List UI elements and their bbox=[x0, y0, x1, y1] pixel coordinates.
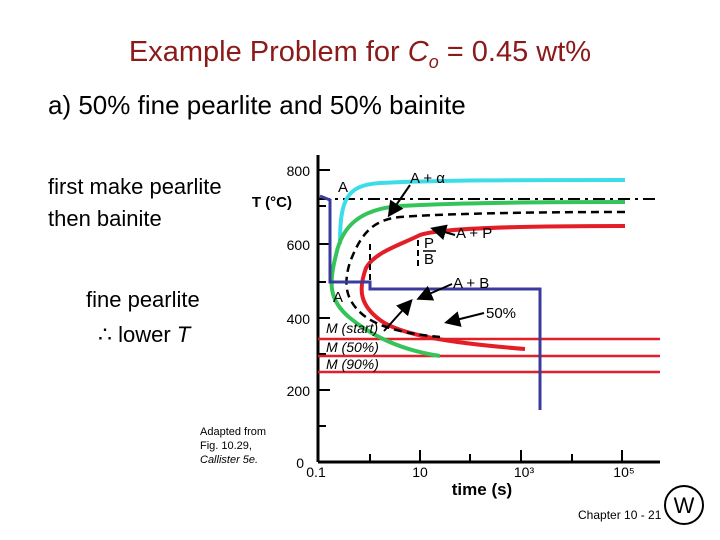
footer-chapter: Chapter 10 - 21 bbox=[578, 508, 662, 522]
slide-subtitle: a) 50% fine pearlite and 50% bainite bbox=[48, 90, 466, 120]
fifty-percent-curve bbox=[345, 210, 626, 339]
bainite-label: B bbox=[424, 251, 434, 268]
y-tick-label: 600 bbox=[287, 237, 311, 253]
pearlite-start-curve bbox=[329, 200, 626, 358]
credit-line-2: Fig. 10.29, bbox=[200, 440, 252, 452]
x-tick-label: 0.1 bbox=[306, 464, 326, 480]
m-50-label: M (50%) bbox=[326, 339, 379, 355]
figure-credit: Adapted from Fig. 10.29, Callister 5e. bbox=[200, 425, 266, 467]
m-start-label: M (start) bbox=[326, 320, 378, 336]
y-tick-label: 800 bbox=[287, 163, 311, 179]
a-plus-alpha-curve bbox=[338, 178, 626, 245]
m-start-arrow bbox=[383, 299, 413, 332]
austenite-label: A bbox=[338, 179, 348, 196]
x-tick-label: 10⁵ bbox=[613, 464, 634, 480]
title-suffix: = 0.45 wt% bbox=[438, 36, 592, 68]
y-tick-label: 0 bbox=[296, 455, 304, 471]
reason-lower-t: ∴ lower T bbox=[98, 322, 190, 348]
credit-line-1: Adapted from bbox=[200, 426, 267, 438]
heat-treatment-path bbox=[319, 194, 542, 410]
x-tick-label: 10 bbox=[412, 464, 428, 480]
step-first-pearlite: first make pearlite bbox=[48, 174, 222, 199]
title-var: C bbox=[407, 36, 429, 68]
logo-letters: W bbox=[674, 493, 695, 518]
a-plus-b-label: A + B bbox=[453, 275, 489, 292]
pearlite-label: P bbox=[424, 235, 434, 252]
title-prefix: Example Problem for bbox=[128, 36, 408, 68]
m-90-label: M (90%) bbox=[326, 356, 379, 372]
reason-lower-var: T bbox=[176, 322, 191, 347]
a-plus-alpha-arrow bbox=[387, 184, 411, 218]
fifty-percent-arrow bbox=[444, 311, 485, 327]
y-tick-label: 400 bbox=[287, 311, 311, 327]
pearlite-end-curve bbox=[359, 224, 626, 351]
austenite-low-label: A bbox=[333, 289, 343, 306]
title-sub: o bbox=[428, 51, 439, 72]
a-plus-p-label: A + P bbox=[456, 225, 492, 242]
therefore-symbol: ∴ bbox=[98, 322, 112, 347]
a-plus-p-arrow bbox=[430, 224, 456, 240]
fifty-percent-label: 50% bbox=[486, 305, 516, 322]
y-axis-label: T (°C) bbox=[252, 194, 292, 211]
a-plus-alpha-label: A + α bbox=[410, 170, 445, 187]
x-tick-label: 10³ bbox=[514, 464, 535, 480]
x-axis-label: time (s) bbox=[452, 480, 512, 499]
publisher-logo: W bbox=[664, 485, 704, 525]
reason-lower-text: lower bbox=[118, 322, 177, 347]
reason-fine-pearlite: fine pearlite bbox=[86, 287, 200, 312]
step-then-bainite: then bainite bbox=[48, 206, 162, 231]
logo-circle bbox=[664, 485, 704, 525]
slide-title: Example Problem for Co = 0.45 wt% bbox=[0, 36, 720, 73]
a-plus-b-arrow bbox=[416, 283, 453, 301]
credit-line-3: Callister 5e. bbox=[200, 454, 259, 466]
y-tick-label: 200 bbox=[287, 383, 311, 399]
